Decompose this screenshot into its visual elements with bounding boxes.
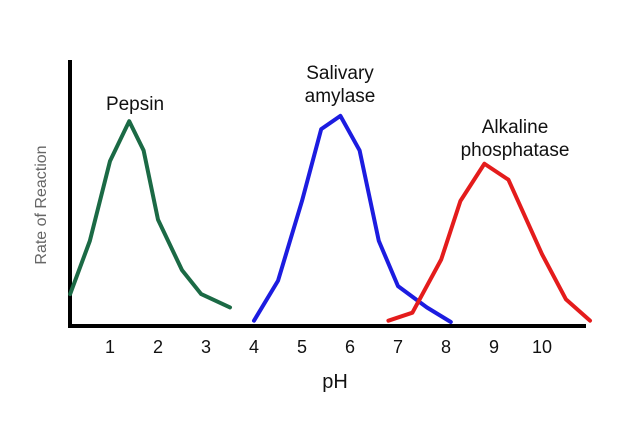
x-tick-label: 7 [393, 337, 403, 357]
x-tick-label: 10 [532, 337, 552, 357]
y-axis-label: Rate of Reaction [33, 145, 50, 264]
series-line [252, 113, 453, 325]
x-tick-label: 6 [345, 337, 355, 357]
x-tick-label: 5 [297, 337, 307, 357]
x-tick-label: 8 [441, 337, 451, 357]
series-line [386, 161, 592, 323]
x-tick-label: 1 [105, 337, 115, 357]
series-label: Pepsin [105, 94, 165, 115]
series-line [68, 119, 232, 310]
x-tick-label: 4 [249, 337, 259, 357]
x-tick-label: 3 [201, 337, 211, 357]
series-label: Alkaline phosphatase [460, 117, 570, 161]
series-label: Salivary amylase [304, 63, 376, 107]
x-tick-label: 2 [153, 337, 163, 357]
x-tick-label: 9 [489, 337, 499, 357]
x-axis-label: pH [322, 371, 348, 393]
